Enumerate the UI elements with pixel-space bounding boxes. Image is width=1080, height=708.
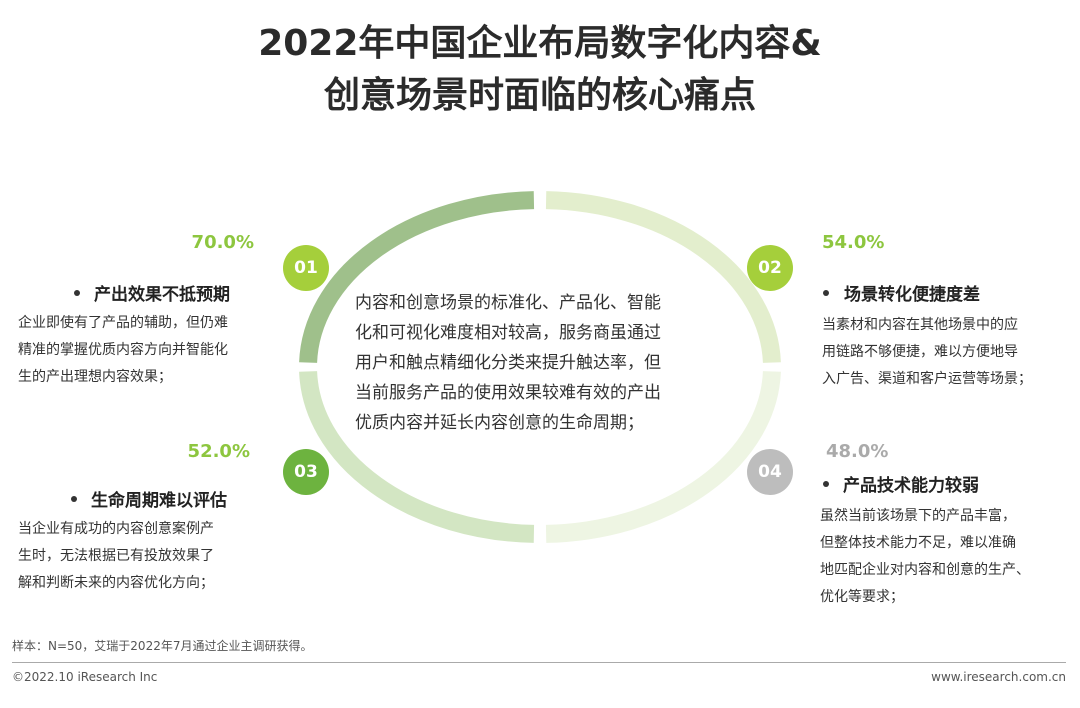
title-line: 创意场景时面临的核心痛点 (323, 75, 756, 116)
bullet (71, 496, 77, 502)
item-number: 01 (283, 245, 329, 291)
desc-line: 当素材和内容在其他场景中的应 (822, 317, 1018, 333)
center-line: 用户和触点精细化分类来提升触达率，但 (355, 353, 661, 373)
center-line: 内容和创意场景的标准化、产品化、智能 (355, 293, 661, 313)
bullet (823, 481, 829, 487)
desc-line: 但整体技术能力不足，难以准确 (820, 535, 1016, 551)
bullet (74, 290, 80, 296)
center-line: 化和可视化难度相对较高，服务商虽通过 (355, 323, 661, 343)
ring-segment (299, 191, 535, 364)
item-description: 虽然当前该场景下的产品丰富， 但整体技术能力不足，难以准确 地匹配企业对内容和创… (820, 503, 1030, 611)
item-percent: 48.0% (826, 441, 889, 462)
desc-line: 地匹配企业对内容和创意的生产、 (820, 562, 1030, 578)
ring-segment (545, 370, 781, 543)
desc-line: 生的产出理想内容效果； (18, 369, 172, 385)
desc-line: 用链路不够便捷，难以方便地导 (822, 344, 1018, 360)
copyright: ©2022.10 iResearch Inc (12, 670, 158, 684)
footer-rule (12, 662, 1066, 663)
item-heading: 场景转化便捷度差 (844, 285, 980, 305)
center-text: 内容和创意场景的标准化、产品化、智能 化和可视化难度相对较高，服务商虽通过 用户… (355, 288, 661, 438)
item-heading: 产品技术能力较弱 (843, 476, 979, 496)
desc-line: 解和判断未来的内容优化方向； (18, 575, 214, 591)
footer-note: 样本：N=50，艾瑞于2022年7月通过企业主调研获得。 (12, 639, 313, 653)
item-percent: 54.0% (822, 232, 885, 253)
item-number: 02 (747, 245, 793, 291)
item-description: 当素材和内容在其他场景中的应 用链路不够便捷，难以方便地导 入广告、渠道和客户运… (822, 312, 1032, 393)
center-line: 优质内容并延长内容创意的生命周期； (355, 413, 644, 433)
desc-line: 优化等要求； (820, 589, 904, 605)
website: www.iresearch.com.cn (931, 670, 1066, 684)
item-percent: 70.0% (191, 232, 254, 253)
item-number: 03 (283, 449, 329, 495)
item-percent: 52.0% (187, 441, 250, 462)
center-line: 当前服务产品的使用效果较难有效的产出 (355, 383, 661, 403)
bullet (823, 290, 829, 296)
item-number: 04 (747, 449, 793, 495)
item-heading: 生命周期难以评估 (91, 491, 227, 511)
desc-line: 生时，无法根据已有投放效果了 (18, 548, 214, 564)
desc-line: 当企业有成功的内容创意案例产 (18, 521, 214, 537)
item-description: 当企业有成功的内容创意案例产 生时，无法根据已有投放效果了 解和判断未来的内容优… (18, 516, 214, 597)
ring-segment (299, 370, 535, 543)
item-description: 企业即使有了产品的辅助，但仍难 精准的掌握优质内容方向并智能化 生的产出理想内容… (18, 310, 228, 391)
ring-segment (545, 191, 781, 364)
item-heading: 产出效果不抵预期 (94, 285, 230, 305)
desc-line: 入广告、渠道和客户运营等场景； (822, 371, 1032, 387)
desc-line: 企业即使有了产品的辅助，但仍难 (18, 315, 228, 331)
desc-line: 精准的掌握优质内容方向并智能化 (18, 342, 228, 358)
title-line: 2022年中国企业布局数字化内容& (258, 23, 822, 64)
desc-line: 虽然当前该场景下的产品丰富， (820, 508, 1016, 524)
